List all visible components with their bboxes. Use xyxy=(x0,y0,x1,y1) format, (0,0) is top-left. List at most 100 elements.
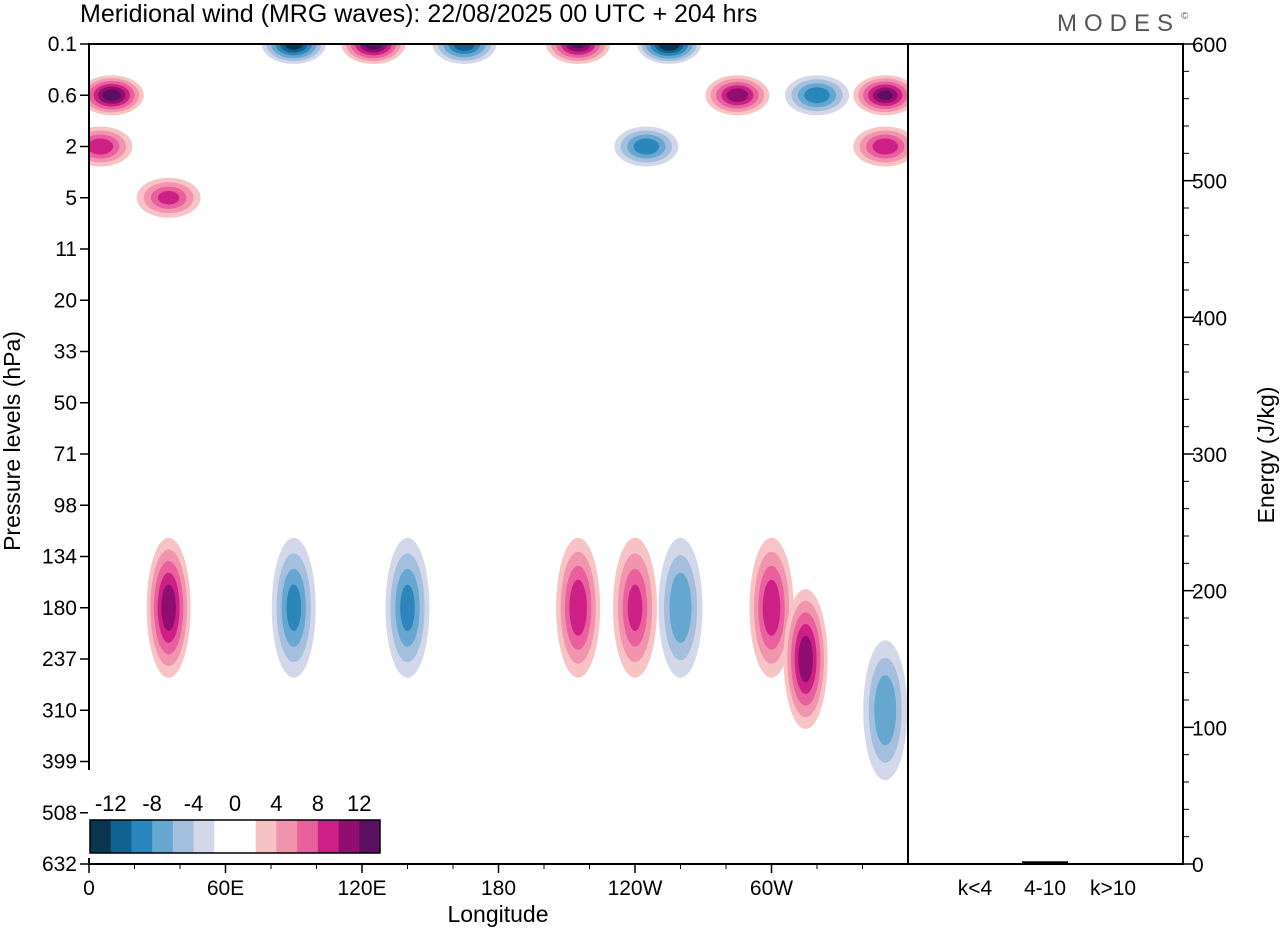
colorbar-swatch xyxy=(338,820,360,853)
wind-contour xyxy=(286,584,302,632)
wind-feature xyxy=(556,537,601,678)
colorbar-swatch xyxy=(317,820,339,853)
y-tick-label: 632 xyxy=(42,853,77,876)
energy-category-label: 4-10 xyxy=(1024,877,1066,900)
wind-contour xyxy=(102,89,121,101)
y-tick-label: 2 xyxy=(65,136,77,159)
wind-contour xyxy=(400,584,415,632)
wind-feature xyxy=(546,44,611,64)
wind-contour xyxy=(453,44,476,51)
colorbar-swatch xyxy=(255,820,277,853)
y-tick-label: 11 xyxy=(55,238,77,261)
wind-feature xyxy=(705,75,770,116)
x-tick-label: 120W xyxy=(608,877,663,900)
wind-contour xyxy=(569,579,587,636)
colorbar-label: 0 xyxy=(229,791,241,816)
wind-contour xyxy=(877,90,893,100)
wind-contour xyxy=(161,584,176,632)
y-tick-label: 0.1 xyxy=(48,33,77,56)
y-tick-label: 180 xyxy=(42,597,77,620)
wind-feature xyxy=(271,537,316,678)
energy-axis-label: Energy (J/kg) xyxy=(1253,387,1279,524)
y-tick-label: 508 xyxy=(42,802,77,825)
wind-contour xyxy=(798,635,813,683)
energy-tick-label: 400 xyxy=(1192,307,1227,330)
energy-category-label: k>10 xyxy=(1090,877,1136,900)
energy-category-label: k<4 xyxy=(958,877,993,900)
y-tick-label: 71 xyxy=(54,443,77,466)
colorbar-swatch xyxy=(193,820,215,853)
energy-axis: 0 100 200 300 400 500 600 xyxy=(1183,34,1227,877)
colorbar-swatch xyxy=(131,820,153,853)
wind-feature xyxy=(853,75,908,116)
wind-feature xyxy=(749,537,794,678)
energy-tick-label: 100 xyxy=(1192,717,1227,740)
wind-feature xyxy=(341,44,406,64)
colorbar-swatch xyxy=(235,820,257,853)
energy-tick-label: 0 xyxy=(1192,854,1204,877)
y-tick-label: 5 xyxy=(65,187,77,210)
energy-tick-label: 200 xyxy=(1192,581,1227,604)
x-tick-label: 60W xyxy=(750,877,793,900)
y-tick-label: 50 xyxy=(54,392,77,415)
energy-plot-frame xyxy=(907,43,1184,865)
chart-title: Meridional wind (MRG waves): 22/08/2025 … xyxy=(80,0,757,28)
main-plot-frame xyxy=(88,43,909,865)
wind-feature xyxy=(385,537,430,678)
energy-tick-label: 600 xyxy=(1192,34,1227,57)
wind-feature xyxy=(136,177,201,218)
colorbar-swatch xyxy=(276,820,298,853)
wind-feature xyxy=(432,44,497,64)
x-tick-label: 60E xyxy=(207,877,244,900)
colorbar-swatch xyxy=(110,820,132,853)
longitude-axis: 0 60E 120E 180 120W 60W xyxy=(83,864,863,900)
energy-bars: k<4 4-10 k>10 xyxy=(952,861,1136,900)
colorbar-swatch xyxy=(359,820,381,853)
wind-feature xyxy=(613,537,657,678)
colorbar-swatch xyxy=(297,820,319,853)
wind-contour xyxy=(762,579,781,636)
x-tick-label: 180 xyxy=(481,877,516,900)
wind-feature xyxy=(853,126,908,167)
colorbar-frame xyxy=(89,819,381,854)
colorbar-swatch xyxy=(90,820,112,853)
colorbar-swatch xyxy=(172,820,194,853)
colorbar-swatch xyxy=(214,820,236,853)
y-tick-label: 399 xyxy=(42,751,77,774)
logo-copyright-mark: © xyxy=(1181,11,1189,22)
energy-bar xyxy=(1090,863,1136,864)
wind-feature xyxy=(863,640,908,781)
wind-feature xyxy=(146,537,191,678)
y-tick-label: 310 xyxy=(42,699,77,722)
wind-contour xyxy=(157,191,180,205)
pressure-axis: 0.1 0.6 2 5 11 20 33 50 71 98 134 180 237 310 399 508 63… xyxy=(42,33,89,876)
energy-tick-label: 500 xyxy=(1192,171,1227,194)
wind-feature xyxy=(783,589,828,729)
wind-contour xyxy=(627,584,643,632)
colorbar-label: -4 xyxy=(184,791,204,816)
wind-contour xyxy=(726,88,749,102)
y-axis-label: Pressure levels (hPa) xyxy=(0,331,25,551)
wind-contour xyxy=(89,138,114,155)
colorbar-label: 12 xyxy=(347,791,371,816)
wind-feature xyxy=(637,44,702,64)
colorbar-label: -12 xyxy=(95,791,127,816)
wind-contour xyxy=(872,138,899,155)
y-tick-label: 20 xyxy=(54,289,77,312)
wind-contour xyxy=(874,675,897,746)
wind-feature xyxy=(658,537,703,678)
modes-logo: MODES xyxy=(1057,10,1180,37)
wind-contour xyxy=(669,572,692,643)
colorbar: -12 -8 -4 0 4 8 12 xyxy=(88,770,384,858)
y-tick-label: 237 xyxy=(42,648,77,671)
colorbar-label: 8 xyxy=(312,791,324,816)
y-tick-label: 98 xyxy=(54,494,77,517)
y-tick-label: 0.6 xyxy=(48,84,77,107)
wind-contour xyxy=(284,44,303,50)
energy-tick-label: 300 xyxy=(1192,444,1227,467)
y-tick-label: 134 xyxy=(42,546,77,569)
colorbar-swatch xyxy=(152,820,174,853)
wind-contour xyxy=(364,44,383,50)
wind-contour xyxy=(633,138,660,155)
